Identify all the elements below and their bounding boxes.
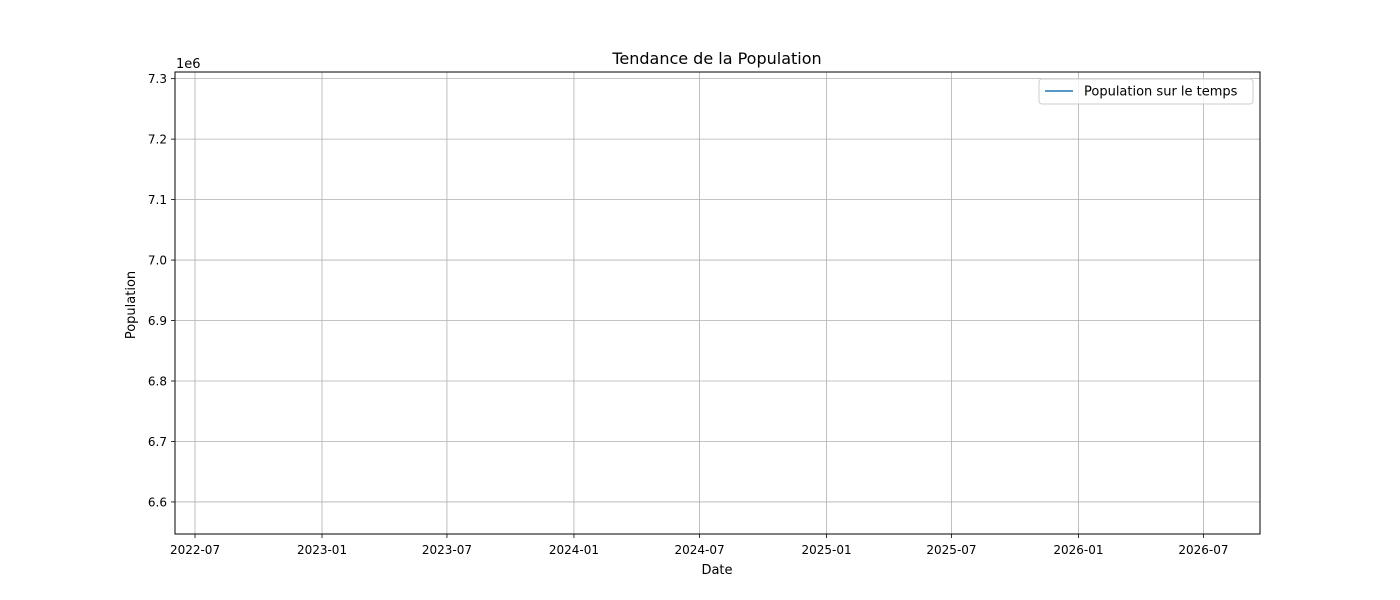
y-tick-label: 7.3 [148,72,167,86]
legend: Population sur le temps [1038,78,1254,105]
chart-title: Tendance de la Population [611,49,821,68]
legend-box [1038,78,1254,105]
y-tick-label: 6.6 [148,495,167,509]
x-tick-label: 2023-01 [297,543,347,557]
x-tick-label: 2022-07 [170,543,220,557]
y-tick-label: 6.8 [148,375,167,389]
y-axis-offset-label: 1e6 [176,57,201,72]
y-tick-label: 6.7 [148,435,167,449]
y-tick-label: 7.0 [148,254,167,268]
x-tick-label: 2025-07 [926,543,976,557]
x-tick-label: 2026-07 [1178,543,1228,557]
legend-label: Population sur le temps [1084,85,1238,100]
x-tick-label: 2024-07 [674,543,724,557]
x-tick-label: 2026-01 [1053,543,1103,557]
x-tick-label: 2025-01 [801,543,851,557]
y-tick-label: 6.9 [148,314,167,328]
plot-area-frame [174,71,1261,535]
y-axis-ticks: 6.6 6.7 6.8 6.9 7.0 7.1 7.2 7.3 [148,72,175,509]
y-tick-label: 7.2 [148,133,167,147]
x-axis-ticks: 2022-07 2023-01 2023-07 2024-01 2024-07 2025-… [170,534,1228,557]
y-tick-label: 7.1 [148,193,167,207]
x-axis-label: Date [701,563,732,578]
x-tick-label: 2023-07 [422,543,472,557]
x-tick-label: 2024-01 [549,543,599,557]
grid-lines [175,72,1260,534]
y-axis-label: Population [124,271,139,339]
